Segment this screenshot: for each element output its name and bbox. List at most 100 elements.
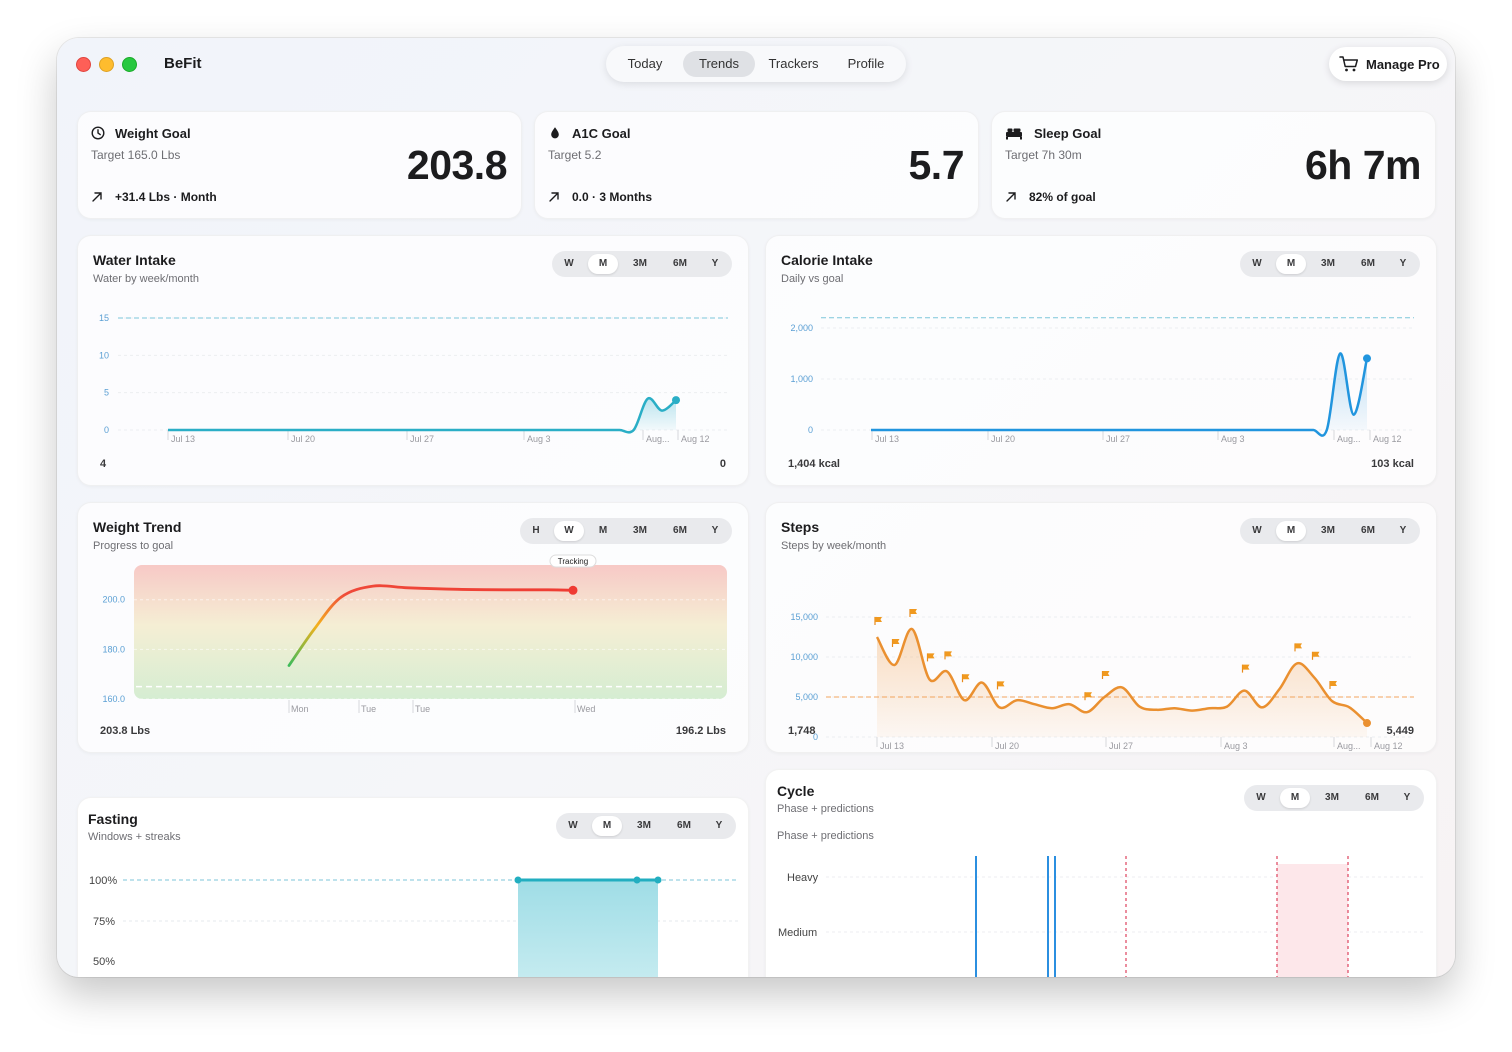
range-w-button[interactable]: W [1256, 792, 1266, 803]
arrow-up-right-icon [92, 192, 102, 202]
range-w-button[interactable]: W [564, 258, 574, 269]
calorie-subtitle: Daily vs goal [781, 273, 844, 285]
cycle-y-tick-medium: Medium [778, 927, 817, 939]
achievement-flag-icon [874, 617, 882, 625]
range-y-button[interactable]: Y [1403, 792, 1411, 803]
range-w-button[interactable]: W [1252, 258, 1262, 269]
manage-pro-button[interactable]: Manage Pro [1329, 47, 1447, 81]
y-tick-label: 180.0 [102, 644, 125, 654]
range-m-button[interactable]: M [1276, 254, 1306, 274]
a1c-goal-target: Target 5.2 [548, 148, 602, 162]
tracking-label: Tracking [558, 557, 588, 566]
weight-footer-left: 203.8 Lbs [100, 725, 151, 737]
a1c-goal-delta-text: 0.0 · 3 Months [572, 190, 653, 204]
x-tick-label: Jul 27 [410, 434, 434, 444]
range-3m-button[interactable]: 3M [633, 258, 647, 269]
range-m-button[interactable]: M [592, 816, 622, 836]
zoom-window-button[interactable] [122, 57, 137, 72]
range-m-button[interactable]: M [1280, 788, 1310, 808]
tab-trends[interactable]: Trends [683, 51, 755, 77]
range-w-button[interactable]: W [1252, 525, 1262, 536]
steps-line [875, 627, 1368, 724]
range-3m-button[interactable]: 3M [1321, 258, 1335, 269]
cycle-subtitle: Phase + predictions [777, 803, 874, 815]
range-3m-button[interactable]: 3M [633, 525, 647, 536]
fasting-chart: 100% 75% 50% [89, 875, 738, 977]
calorie-footer-left: 1,404 kcal [788, 458, 840, 470]
close-window-button[interactable] [76, 57, 91, 72]
weight-zone-background [134, 565, 727, 699]
weight-goal-delta-text: +31.4 Lbs · Month [115, 190, 217, 204]
fasting-point [654, 876, 662, 884]
x-tick-label: Aug 12 [1374, 741, 1403, 751]
water-chart: 0 5 10 15 Jul 13 Jul 20 Jul 27 Aug 3 Aug... Aug 1… [99, 313, 728, 444]
sleep-goal-card[interactable]: Sleep Goal Target 7h 30m 6h 7m 82% of go… [991, 111, 1436, 219]
weight-last-point[interactable] [568, 585, 578, 595]
steps-area [877, 628, 1367, 737]
tab-today[interactable]: Today [627, 56, 663, 71]
x-tick-label: Aug 3 [527, 434, 551, 444]
range-6m-button[interactable]: 6M [1365, 792, 1379, 803]
water-last-point [672, 396, 680, 405]
fasting-point [514, 876, 522, 884]
range-y-button[interactable]: Y [715, 820, 723, 831]
y-tick-label: 2,000 [790, 323, 813, 333]
range-y-button[interactable]: Y [711, 525, 719, 536]
weight-goal-card[interactable]: Weight Goal Target 165.0 Lbs 203.8 +31.4… [77, 111, 522, 219]
water-footer-left: 4 [100, 458, 107, 470]
range-6m-button[interactable]: 6M [677, 820, 691, 831]
range-3m-button[interactable]: 3M [1325, 792, 1339, 803]
y-tick-label: 200.0 [102, 595, 125, 605]
a1c-goal-card[interactable]: A1C Goal Target 5.2 5.7 0.0 · 3 Months [534, 111, 979, 219]
x-tick-label: Jul 20 [291, 434, 315, 444]
sleep-goal-title: Sleep Goal [1034, 126, 1102, 141]
range-m-button[interactable]: M [588, 254, 618, 274]
achievement-flag-icon [944, 651, 952, 660]
range-6m-button[interactable]: 6M [1361, 258, 1375, 269]
cart-icon [1339, 56, 1359, 72]
x-tick-label: Jul 13 [875, 434, 899, 444]
range-6m-button[interactable]: 6M [1361, 525, 1375, 536]
fasting-window-bar [518, 880, 658, 977]
range-m-button[interactable]: M [1276, 521, 1306, 541]
weight-footer-right: 196.2 Lbs [675, 725, 726, 737]
fasting-y-tick-100: 100% [89, 875, 117, 887]
calorie-range-picker: W M 3M 6M Y [1240, 251, 1420, 277]
water-range-picker: W M 3M 6M Y [552, 251, 732, 277]
range-6m-button[interactable]: 6M [673, 525, 687, 536]
range-w-button[interactable]: W [554, 521, 584, 541]
minimize-window-button[interactable] [99, 57, 114, 72]
y-tick-label: 1,000 [790, 374, 813, 384]
achievement-flag-icon [1294, 643, 1302, 652]
x-tick-label: Jul 27 [1109, 741, 1133, 751]
manage-pro-label: Manage Pro [1366, 57, 1440, 72]
cycle-y-tick-heavy: Heavy [787, 872, 819, 884]
range-y-button[interactable]: Y [1399, 525, 1407, 536]
steps-card: Steps Steps by week/month W M 3M 6M Y 0 5… [765, 502, 1437, 753]
range-y-button[interactable]: Y [1399, 258, 1407, 269]
y-tick-label: 0 [813, 732, 818, 742]
nav-segmented-control: Today Trends Trackers Profile [606, 46, 906, 82]
sleep-goal-delta-text: 82% of goal [1029, 190, 1096, 204]
range-3m-button[interactable]: 3M [637, 820, 651, 831]
calorie-chart: 0 1,000 2,000 Jul 13 Jul 20 Jul 27 Aug 3 Aug...… [790, 317, 1414, 444]
range-h-button[interactable]: H [532, 525, 540, 536]
calorie-last-point [1363, 354, 1371, 363]
range-y-button[interactable]: Y [711, 258, 719, 269]
x-tick-label: Aug... [646, 434, 670, 444]
weight-goal-value: 203.8 [406, 142, 508, 188]
achievement-flag-icon [891, 639, 900, 647]
x-tick-label: Jul 13 [880, 741, 904, 751]
tab-trackers[interactable]: Trackers [768, 56, 819, 71]
steps-title: Steps [781, 519, 820, 535]
water-subtitle: Water by week/month [93, 273, 199, 285]
x-tick-label: Aug... [1337, 741, 1361, 751]
drop-icon [551, 127, 559, 139]
range-3m-button[interactable]: 3M [1321, 525, 1335, 536]
tab-profile[interactable]: Profile [847, 56, 885, 71]
range-w-button[interactable]: W [568, 820, 578, 831]
range-m-button[interactable]: M [598, 525, 608, 536]
range-6m-button[interactable]: 6M [673, 258, 687, 269]
achievement-flag-icon [1084, 692, 1092, 701]
y-tick-label: 15,000 [790, 612, 818, 622]
